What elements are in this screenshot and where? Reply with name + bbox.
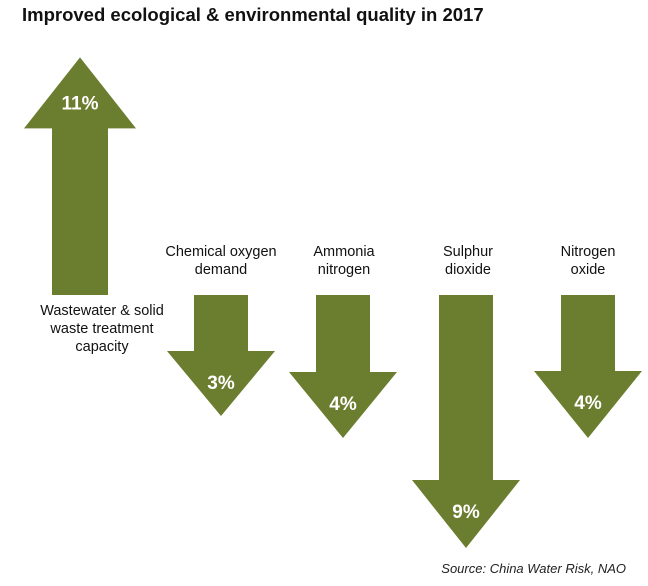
value-label: 3%: [207, 373, 235, 394]
category-label-line: Sulphur: [443, 244, 493, 260]
category-label-line: Nitrogen: [560, 244, 616, 260]
category-label-line: Chemical oxygen: [165, 244, 277, 260]
category-label-nitrogen-oxide: Nitrogen oxide: [528, 243, 648, 279]
value-label: 9%: [452, 502, 480, 523]
chart-title: Improved ecological & environmental qual…: [22, 4, 484, 25]
value-label: 11%: [62, 93, 99, 114]
source-note: Source: China Water Risk, NAO: [441, 561, 626, 576]
category-label-line: oxide: [570, 262, 606, 278]
category-label-ammonia: Ammonia nitrogen: [284, 243, 404, 279]
arrow-nitrogen-oxide: [534, 295, 642, 438]
arrow-wastewater: [24, 57, 136, 296]
arrow-sulphur: [412, 295, 520, 548]
category-label-line: Ammonia: [313, 244, 375, 260]
category-label-wastewater: Wastewater & solid waste treatment capac…: [12, 302, 192, 356]
arrow-cod: [167, 295, 275, 416]
category-label-cod: Chemical oxygen demand: [146, 243, 296, 279]
category-label-sulphur: Sulphur dioxide: [408, 243, 528, 279]
category-label-line: dioxide: [445, 262, 491, 278]
category-label-line: waste treatment: [50, 321, 154, 337]
value-label: 4%: [329, 394, 357, 415]
arrow-ammonia: [289, 295, 397, 438]
value-label: 4%: [574, 393, 602, 414]
category-label-line: nitrogen: [317, 262, 371, 278]
category-label-line: Wastewater & solid: [40, 303, 164, 319]
category-label-line: demand: [194, 262, 248, 278]
category-label-line: capacity: [75, 339, 129, 355]
